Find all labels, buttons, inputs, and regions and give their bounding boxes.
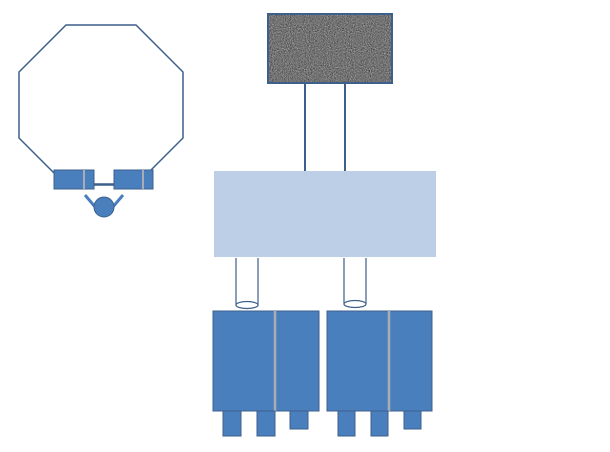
module-left-foot-2 xyxy=(256,410,276,437)
cylinder-right xyxy=(343,258,367,309)
noise-texture xyxy=(268,14,392,83)
noise-box-border xyxy=(267,13,393,84)
noise-box xyxy=(267,13,393,84)
module-left xyxy=(212,310,320,437)
module-right-foot-1 xyxy=(337,410,356,437)
left-pad xyxy=(53,169,95,190)
cylinder-left xyxy=(235,258,259,310)
right-pad xyxy=(113,169,154,190)
module-left-foot-3 xyxy=(289,410,309,430)
octagon-shape xyxy=(18,24,184,186)
cylinder-left-bottom xyxy=(235,300,259,310)
module-right-body xyxy=(326,310,433,412)
module-right-foot-3 xyxy=(403,410,422,430)
module-left-body xyxy=(212,310,320,412)
module-right-foot-2 xyxy=(370,410,389,437)
module-left-foot-1 xyxy=(222,410,242,437)
head-circle xyxy=(93,196,115,218)
module-right xyxy=(326,310,433,437)
hub-rectangle xyxy=(214,171,436,257)
cylinder-right-bottom xyxy=(343,299,367,309)
octagon-assembly xyxy=(18,24,184,218)
